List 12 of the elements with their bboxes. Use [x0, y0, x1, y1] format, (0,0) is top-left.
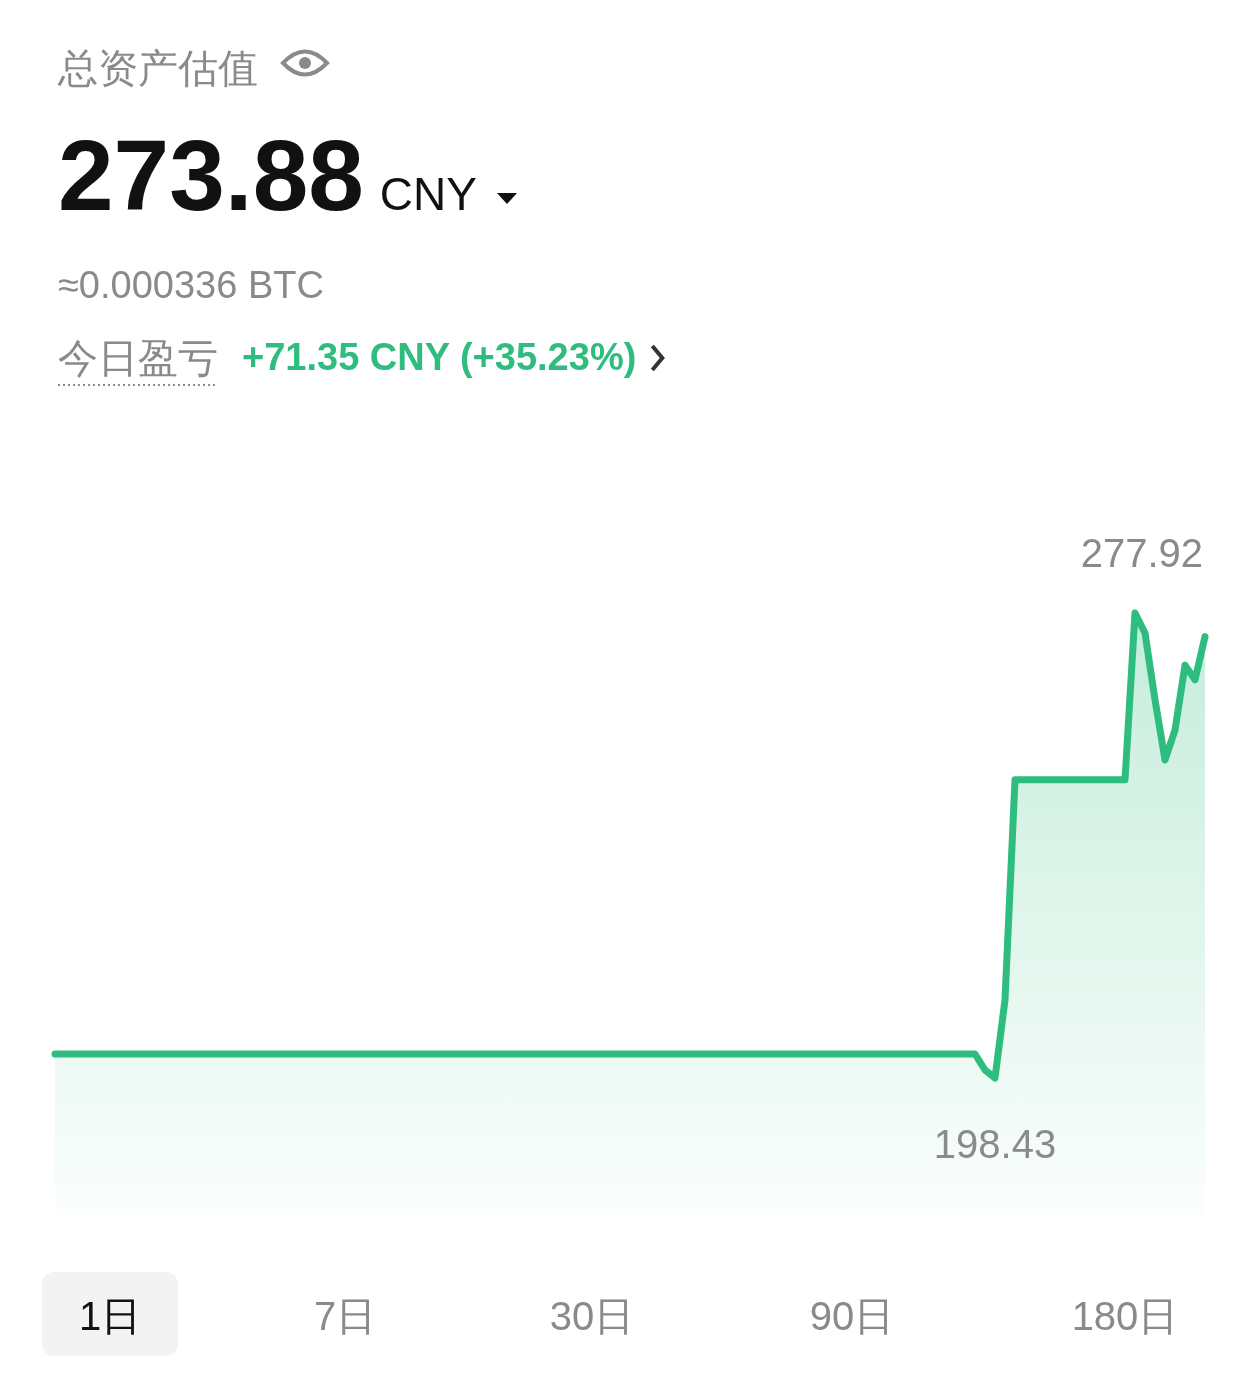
data-label: 198.43 — [933, 1122, 1057, 1166]
chart-subtitle: 273.88 CNY — [58, 119, 477, 231]
annotation: 30日 — [549, 1294, 635, 1338]
text: ≈0.000336 BTC — [58, 264, 324, 306]
annotation: 180日 — [1071, 1294, 1179, 1338]
annotation: 90日 — [809, 1294, 895, 1338]
data-label: 277.92 — [1080, 531, 1203, 575]
chart-title: 总资产估值 — [57, 46, 258, 90]
text: 今日盈亏 — [58, 336, 218, 380]
annotation: 7日 — [313, 1294, 377, 1338]
text: +71.35 CNY (+35.23%) — [242, 336, 637, 378]
annotation: 1日 — [78, 1294, 142, 1338]
